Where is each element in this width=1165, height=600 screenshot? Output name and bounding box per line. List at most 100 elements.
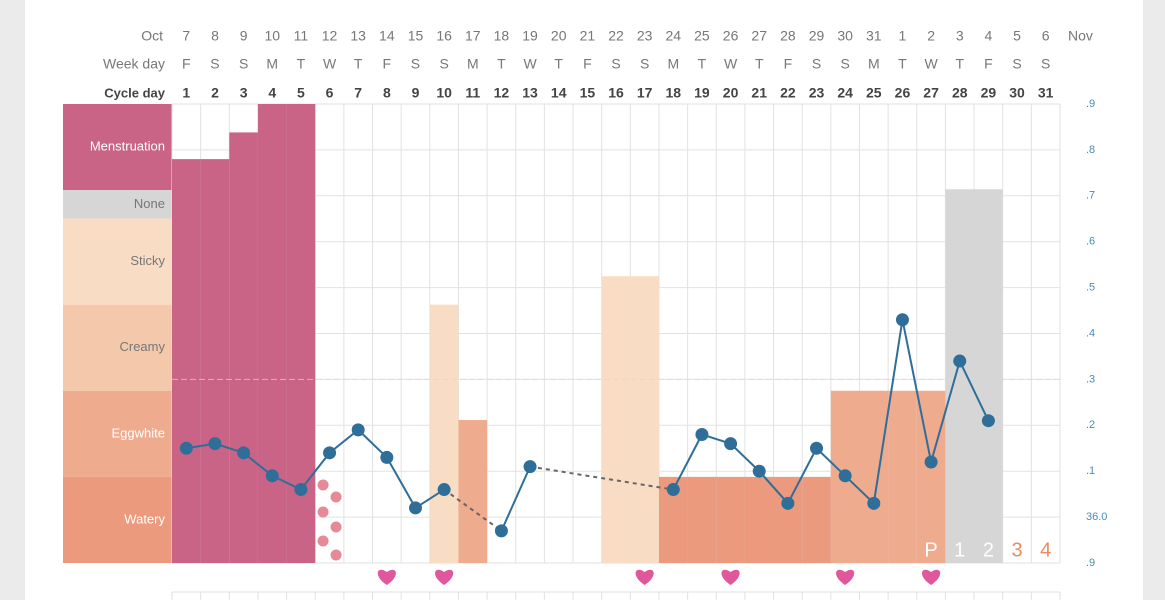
- date-label: 10: [264, 28, 280, 44]
- cycle-day-label: 23: [809, 85, 825, 101]
- cycle-day-label: 10: [436, 85, 452, 101]
- lane: [63, 104, 172, 191]
- date-label: 12: [322, 28, 338, 44]
- gap-connector: [529, 465, 674, 491]
- temperature-point: [666, 483, 680, 497]
- temperature-point: [294, 483, 308, 497]
- cycle-day-label: 18: [666, 85, 682, 101]
- weekday-label: T: [354, 56, 363, 72]
- date-label: 6: [1042, 28, 1050, 44]
- cycle-day-label: 8: [383, 85, 391, 101]
- temperature-point: [380, 450, 394, 464]
- spotting-dot: [330, 549, 342, 561]
- lane-label: Menstruation: [90, 138, 165, 153]
- cycle-day-label: 25: [866, 85, 882, 101]
- date-label: 20: [551, 28, 567, 44]
- weekday-label: T: [898, 56, 907, 72]
- weekday-label: W: [323, 56, 337, 72]
- cycle-day-label: 6: [326, 85, 334, 101]
- weekday-label: S: [1041, 56, 1050, 72]
- weekday-label: M: [467, 56, 479, 72]
- date-label: 7: [182, 28, 190, 44]
- weekday-label: T: [297, 56, 306, 72]
- fluid-bar: [945, 189, 975, 563]
- fluid-bar: [744, 476, 774, 563]
- date-label: 31: [866, 28, 882, 44]
- cycle-day-label: 15: [580, 85, 596, 101]
- cycle-day-label: 26: [895, 85, 911, 101]
- temperature-point: [810, 441, 824, 455]
- weekday-label: T: [955, 56, 964, 72]
- weekday-label: S: [840, 56, 849, 72]
- temperature-point: [494, 524, 508, 538]
- spotting-dot: [317, 479, 329, 491]
- y-tick-label: .7: [1086, 190, 1095, 202]
- lane: [63, 390, 172, 477]
- date-label: 23: [637, 28, 653, 44]
- weekday-label: S: [640, 56, 649, 72]
- temperature-point: [867, 496, 881, 510]
- date-label: 11: [294, 28, 309, 44]
- fluid-bar: [172, 159, 201, 563]
- temperature-point: [953, 354, 967, 368]
- weekday-label: W: [523, 56, 537, 72]
- weekday-label: S: [611, 56, 620, 72]
- y-tick-label: .3: [1086, 373, 1095, 385]
- cycle-day-label: 3: [240, 85, 248, 101]
- date-label: 26: [723, 28, 739, 44]
- date-label: 15: [408, 28, 424, 44]
- temperature-point: [208, 437, 222, 451]
- cycle-day-label: 30: [1009, 85, 1025, 101]
- fluid-bar: [716, 476, 745, 563]
- date-label: 2: [927, 28, 935, 44]
- weekday-label: S: [411, 56, 420, 72]
- weekday-label: S: [439, 56, 448, 72]
- y-tick-label: .8: [1086, 144, 1095, 156]
- month-start: Oct: [141, 28, 163, 44]
- fluid-bar: [200, 159, 230, 563]
- y-tick-label: .5: [1086, 282, 1095, 294]
- weekday-label: T: [755, 56, 764, 72]
- cycle-day-label: 11: [465, 85, 480, 101]
- date-label: 13: [350, 28, 366, 44]
- intercourse-heart: [635, 569, 654, 585]
- phase-label: 3: [1011, 539, 1022, 561]
- cycle-day-label: 29: [981, 85, 997, 101]
- lane-label: Sticky: [130, 253, 165, 268]
- cycle-day-label: 12: [494, 85, 510, 101]
- lane-label: Creamy: [119, 339, 165, 354]
- temperature-point: [179, 441, 193, 455]
- temperature-point: [895, 313, 909, 327]
- cycle-day-label: 16: [608, 85, 624, 101]
- cycle-day-label: 4: [268, 85, 276, 101]
- date-label: 27: [751, 28, 767, 44]
- weekday-label: F: [383, 56, 392, 72]
- temperature-point: [408, 501, 422, 515]
- fluid-bar: [257, 104, 287, 563]
- temperature-point: [924, 455, 938, 469]
- cycle-day-label: 13: [522, 85, 538, 101]
- cycle-day-label: 21: [751, 85, 767, 101]
- y-tick-label: .1: [1086, 465, 1095, 477]
- fluid-bar: [802, 476, 831, 563]
- date-label: 18: [494, 28, 510, 44]
- weekday-label: S: [239, 56, 248, 72]
- lane: [63, 190, 172, 219]
- y-tick-label: .2: [1086, 419, 1095, 431]
- cycle-day-label: 20: [723, 85, 739, 101]
- month-end: Nov: [1068, 28, 1093, 44]
- date-label: 29: [809, 28, 825, 44]
- temperature-point: [838, 469, 852, 483]
- cycle-day-label: 2: [211, 85, 219, 101]
- fluid-bar: [458, 420, 488, 563]
- y-tick-label: .9: [1086, 557, 1095, 569]
- weekday-label: S: [1012, 56, 1021, 72]
- lane-label: Watery: [124, 511, 165, 526]
- cycle-day-label: 17: [637, 85, 653, 101]
- fluid-bar: [888, 390, 917, 563]
- cycle-day-label: 1: [182, 85, 190, 101]
- intercourse-heart: [836, 569, 855, 585]
- fluid-bar: [601, 276, 631, 563]
- weekday-label: F: [784, 56, 793, 72]
- lane: [63, 476, 172, 563]
